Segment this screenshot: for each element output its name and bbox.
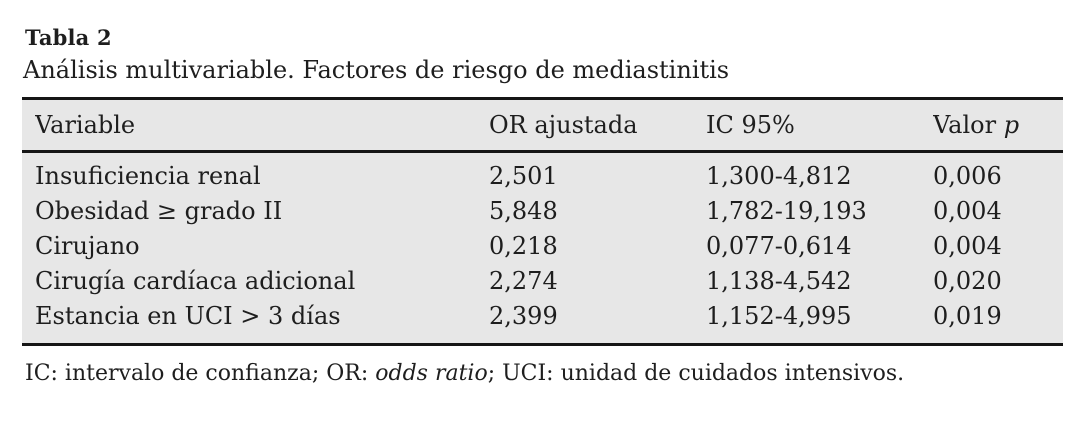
header-or-ajustada: OR ajustada — [489, 111, 638, 139]
cell-variable: Insuficiencia renal — [35, 162, 261, 190]
header-variable: Variable — [35, 111, 136, 139]
table-caption: Tabla 2 Análisis multivariable. Factores… — [23, 25, 1083, 86]
cell-variable: Estancia en UCI > 3 días — [35, 302, 341, 330]
table-row: Obesidad ≥ grado II 5,848 1,782-19,193 0… — [22, 194, 1063, 229]
cell-p: 0,019 — [933, 302, 1002, 330]
table-footnote: IC: intervalo de confianza; OR: odds rat… — [25, 359, 1083, 389]
cell-variable: Cirujano — [35, 232, 140, 260]
cell-variable: Obesidad ≥ grado II — [35, 197, 283, 225]
cell-p: 0,006 — [933, 162, 1002, 190]
table-row: Cirugía cardíaca adicional 2,274 1,138-4… — [22, 264, 1063, 299]
cell-p: 0,004 — [933, 232, 1002, 260]
table-row: Estancia en UCI > 3 días 2,399 1,152-4,9… — [22, 299, 1063, 334]
table-description: Análisis multivariable. Factores de ries… — [23, 56, 730, 84]
cell-or: 5,848 — [489, 197, 558, 225]
cell-ic: 1,138-4,542 — [706, 267, 852, 295]
cell-ic: 1,782-19,193 — [706, 197, 867, 225]
cell-variable: Cirugía cardíaca adicional — [35, 267, 356, 295]
header-ic-95: IC 95% — [706, 111, 795, 139]
table-body: Insuficiencia renal 2,501 1,300-4,812 0,… — [22, 153, 1063, 343]
cell-p: 0,020 — [933, 267, 1002, 295]
cell-p: 0,004 — [933, 197, 1002, 225]
cell-ic: 1,152-4,995 — [706, 302, 852, 330]
footnote-part2: ; UCI: unidad de cuidados intensivos. — [487, 361, 905, 386]
header-valor-p-italic: p — [1003, 111, 1020, 139]
footnote-italic-odds-ratio: odds ratio — [375, 361, 488, 386]
footnote-part1: IC: intervalo de confianza; OR: — [25, 361, 369, 386]
cell-or: 0,218 — [489, 232, 558, 260]
header-valor-p: Valor p — [933, 111, 1063, 139]
table-label: Tabla 2 — [25, 25, 112, 50]
table-row: Cirujano 0,218 0,077-0,614 0,004 — [22, 229, 1063, 264]
cell-ic: 0,077-0,614 — [706, 232, 852, 260]
data-table: Variable OR ajustada IC 95% Valor p Insu… — [22, 97, 1063, 346]
cell-ic: 1,300-4,812 — [706, 162, 852, 190]
header-valor-p-prefix: Valor — [933, 111, 997, 139]
table-header-row: Variable OR ajustada IC 95% Valor p — [22, 100, 1063, 153]
paper-table-figure: Tabla 2 Análisis multivariable. Factores… — [0, 25, 1083, 445]
cell-or: 2,399 — [489, 302, 558, 330]
table-row: Insuficiencia renal 2,501 1,300-4,812 0,… — [22, 159, 1063, 194]
cell-or: 2,274 — [489, 267, 558, 295]
cell-or: 2,501 — [489, 162, 558, 190]
